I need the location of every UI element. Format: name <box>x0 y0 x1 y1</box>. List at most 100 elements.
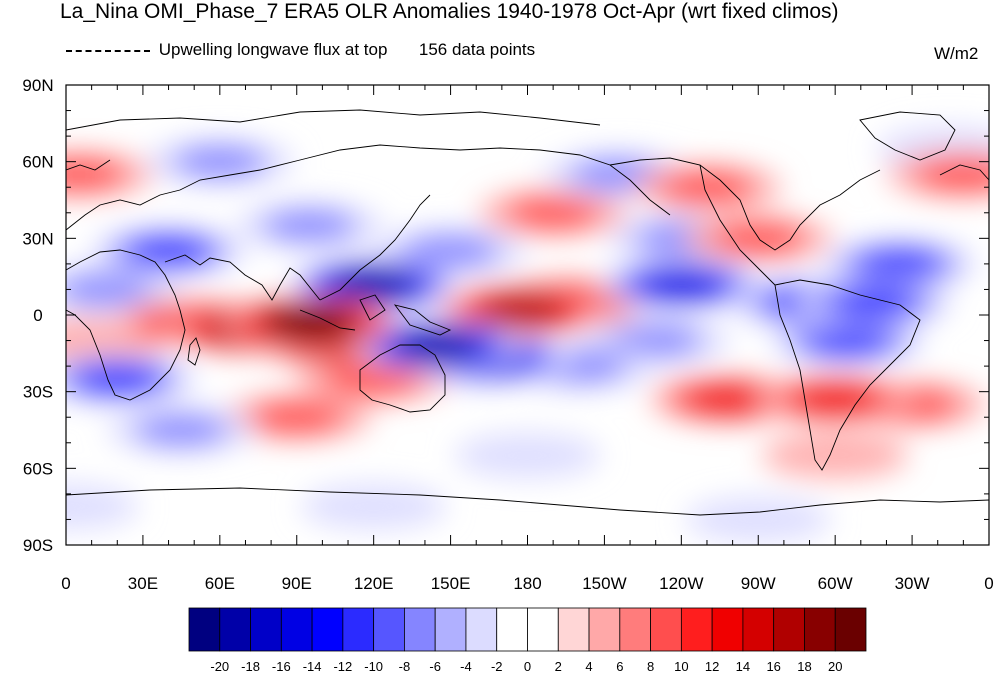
anomaly-region <box>659 170 755 204</box>
anomaly-region <box>641 269 722 300</box>
coastline-outline-icon <box>66 109 989 516</box>
variable-name: Upwelling longwave flux at top <box>158 40 388 59</box>
colorbar-swatch <box>557 607 590 652</box>
colorbar-swatch <box>834 607 867 652</box>
longitude-label: 60E <box>205 574 235 593</box>
latitude-label: 90N <box>22 76 53 95</box>
colorbar-label: -2 <box>491 659 503 674</box>
anomaly-region <box>66 483 140 530</box>
colorbar-label: 8 <box>647 659 654 674</box>
anomaly-field <box>66 125 989 543</box>
anomaly-region <box>793 384 877 415</box>
colorbar-label: -4 <box>460 659 472 674</box>
longitude-label: 150W <box>582 574 626 593</box>
colorbar-swatch <box>588 607 621 652</box>
longitude-labels: 0 30E 60E 90E 120E 150E 180 150W 120W 90W 60W 30W 0 <box>61 574 993 593</box>
colorbar-swatch <box>404 607 436 652</box>
longitude-label: 60W <box>818 574 853 593</box>
anomaly-region <box>262 209 357 243</box>
longitude-label: 150E <box>431 574 471 593</box>
longitude-label: 120W <box>659 574 703 593</box>
colorbar-swatch <box>773 607 805 652</box>
colorbar-swatch <box>496 607 528 652</box>
anomaly-region <box>505 196 601 230</box>
colorbar-label: -12 <box>333 659 352 674</box>
longitude-label: 180 <box>513 574 541 593</box>
latitude-label: 30N <box>22 229 53 248</box>
anomaly-region <box>66 157 127 191</box>
colorbar-label: 20 <box>828 659 842 674</box>
axis-ticks <box>65 84 990 546</box>
anomaly-region <box>324 361 423 396</box>
anomaly-region <box>761 432 909 479</box>
colorbar-swatch <box>250 607 282 652</box>
latitude-label: 0 <box>33 306 42 325</box>
dashed-line-legend-icon <box>66 49 150 52</box>
colorbar-label: 6 <box>616 659 623 674</box>
colorbar-swatch <box>680 607 713 652</box>
colorbar-label: 10 <box>674 659 688 674</box>
colorbar-label: 14 <box>736 659 750 674</box>
longitude-label: 30E <box>128 574 158 593</box>
longitude-label: 90E <box>282 574 312 593</box>
anomaly-region <box>134 413 229 447</box>
colorbar-swatch <box>465 607 498 652</box>
colorbar-label: 18 <box>797 659 811 674</box>
colorbar-label: -18 <box>241 659 260 674</box>
latitude-label: 60S <box>23 459 53 478</box>
colorbar-label: -16 <box>272 659 291 674</box>
anomaly-region <box>172 145 268 179</box>
colorbar-swatch <box>188 607 221 652</box>
latitude-label: 30S <box>23 383 53 402</box>
variable-subtitle: Upwelling longwave flux at top 156 data … <box>66 40 535 60</box>
latitude-label: 60N <box>22 153 53 172</box>
anomaly-region <box>710 221 806 255</box>
colorbar-label: 4 <box>585 659 592 674</box>
colorbar-label: 16 <box>766 659 780 674</box>
colorbar-swatch <box>434 607 467 652</box>
anomaly-region <box>127 235 210 267</box>
colorbar-label: 12 <box>705 659 719 674</box>
anomaly-region <box>608 324 703 358</box>
anomaly-region <box>480 294 564 326</box>
latitude-label: 90S <box>23 536 53 555</box>
colorbar-swatch <box>342 607 375 652</box>
colorbar-label: -10 <box>364 659 383 674</box>
longitude-label: 30W <box>895 574 930 593</box>
anomaly-region <box>300 483 447 530</box>
colorbar-swatch <box>711 607 744 652</box>
colorbar-swatch <box>804 607 836 652</box>
anomaly-region <box>857 248 941 280</box>
map-title: La_Nina OMI_Phase_7 ERA5 OLR Anomalies 1… <box>60 0 839 23</box>
colorbar-label: -6 <box>429 659 441 674</box>
colorbar-swatch <box>650 607 682 652</box>
colorbar-swatch <box>527 607 559 652</box>
anomaly-region <box>66 272 152 306</box>
colorbar-swatch <box>742 607 775 652</box>
anomaly-region <box>830 286 917 318</box>
latitude-labels: 90N 60N 30N 0 30S 60S 90S <box>22 76 53 555</box>
anomaly-region <box>267 306 352 339</box>
colorbar-label: -14 <box>303 659 322 674</box>
colorbar-swatch <box>219 607 251 652</box>
anomaly-region <box>454 432 601 479</box>
longitude-label: 0 <box>61 574 70 593</box>
anomaly-region <box>397 330 479 361</box>
anomaly-region <box>914 157 989 192</box>
colorbar-swatch <box>373 607 405 652</box>
longitude-label: 0 <box>984 574 993 593</box>
anomaly-region <box>401 234 500 269</box>
anomaly-region <box>806 325 890 356</box>
colorbar-label: 2 <box>555 659 562 674</box>
data-point-count: 156 data points <box>418 40 536 59</box>
colorbar-swatch <box>619 607 651 652</box>
units-label: W/m2 <box>934 44 979 63</box>
anomaly-region <box>74 363 161 395</box>
colorbar-swatch <box>311 607 344 652</box>
longitude-label: 120E <box>354 574 394 593</box>
colorbar-label: -8 <box>399 659 411 674</box>
colorbar-label: 0 <box>524 659 531 674</box>
colorbar-label: -20 <box>210 659 229 674</box>
anomaly-region <box>686 384 769 415</box>
